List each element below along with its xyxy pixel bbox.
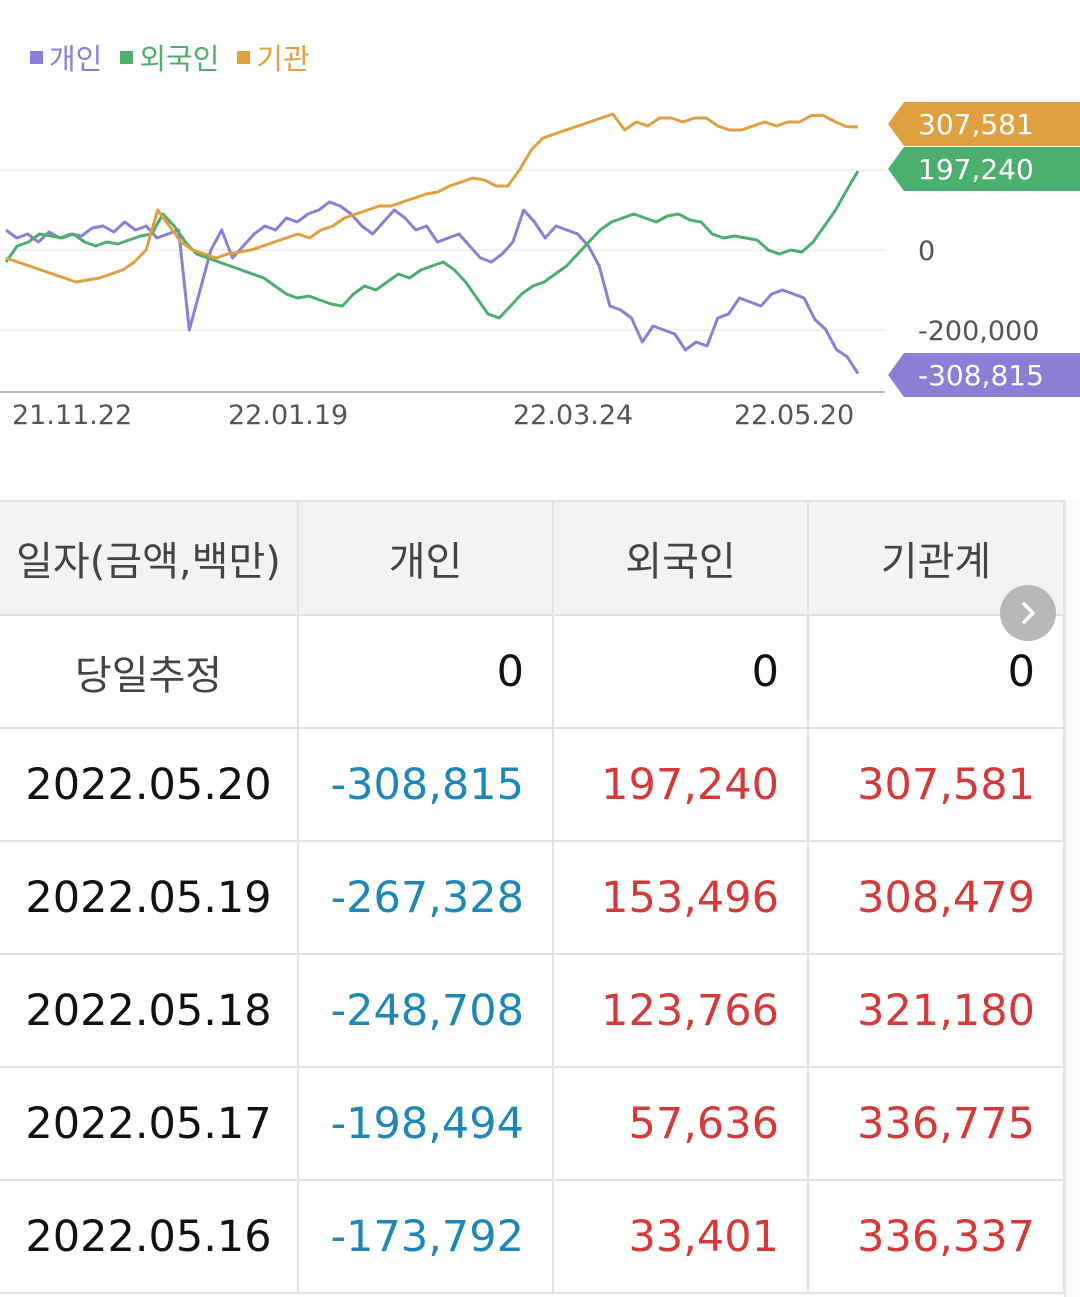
investor-table: 일자(금액,백만) 개인 외국인 기관계 당일추정 0 0 0 2022.05.… bbox=[0, 500, 1065, 1294]
table-header-row: 일자(금액,백만) 개인 외국인 기관계 bbox=[0, 500, 1065, 616]
row-individual: -267,328 bbox=[298, 841, 554, 955]
legend-swatch-foreign bbox=[120, 50, 134, 64]
row-date: 2022.05.18 bbox=[0, 954, 299, 1068]
investor-table-container[interactable]: 일자(금액,백만) 개인 외국인 기관계 당일추정 0 0 0 2022.05.… bbox=[0, 500, 1080, 1297]
legend-item-foreign[interactable]: 외국인 bbox=[120, 36, 219, 78]
end-value-label: 197,240 bbox=[918, 153, 1034, 186]
table-row: 2022.05.18 -248,708 123,766 321,180 bbox=[0, 954, 1065, 1068]
end-value-tag bbox=[888, 353, 1080, 397]
x-tick-label: 22.01.19 bbox=[228, 400, 348, 431]
row-foreign: 197,240 bbox=[553, 728, 809, 842]
chart-svg: 0 -200,000 21.11.22 22.01.19 22.03.24 22.05.2… bbox=[0, 102, 1080, 431]
header-individual: 개인 bbox=[298, 500, 554, 616]
chart-legend: 개인 외국인 기관 bbox=[30, 36, 310, 78]
table-row: 2022.05.16 -173,792 33,401 336,337 bbox=[0, 1180, 1065, 1294]
row-date: 2022.05.20 bbox=[0, 728, 299, 842]
estimate-row: 당일추정 0 0 0 bbox=[0, 615, 1065, 729]
end-value-tag bbox=[888, 102, 1080, 146]
legend-item-individual[interactable]: 개인 bbox=[30, 36, 102, 78]
row-institution: 307,581 bbox=[808, 728, 1065, 842]
estimate-foreign: 0 bbox=[553, 615, 809, 729]
row-date: 2022.05.19 bbox=[0, 841, 299, 955]
row-individual: -308,815 bbox=[298, 728, 554, 842]
series-line-individual bbox=[5, 200, 860, 375]
end-value-label: 307,581 bbox=[918, 108, 1034, 141]
scroll-right-button[interactable] bbox=[1000, 585, 1056, 641]
end-value-label: -308,815 bbox=[918, 359, 1044, 392]
table-row: 2022.05.19 -267,328 153,496 308,479 bbox=[0, 841, 1065, 955]
row-individual: -248,708 bbox=[298, 954, 554, 1068]
row-institution: 321,180 bbox=[808, 954, 1065, 1068]
row-foreign: 123,766 bbox=[553, 954, 809, 1068]
row-foreign: 33,401 bbox=[553, 1180, 809, 1294]
legend-label-individual: 개인 bbox=[49, 42, 103, 76]
x-tick-label: 22.05.20 bbox=[734, 400, 854, 431]
table-row: 2022.05.20 -308,815 197,240 307,581 bbox=[0, 728, 1065, 842]
header-institution: 기관계 bbox=[808, 500, 1065, 616]
series-line-institution bbox=[5, 112, 859, 284]
x-tick-label: 22.03.24 bbox=[513, 400, 633, 431]
row-institution: 308,479 bbox=[808, 841, 1065, 955]
investor-chart: 개인 외국인 기관 0 -200,000 21.11.22 22.01.19 22.03… bbox=[0, 0, 1080, 470]
row-foreign: 57,636 bbox=[553, 1067, 809, 1181]
row-individual: -173,792 bbox=[298, 1180, 554, 1294]
row-institution: 336,337 bbox=[808, 1180, 1065, 1294]
table-row: 2022.05.17 -198,494 57,636 336,775 bbox=[0, 1067, 1065, 1181]
series-line-foreign bbox=[4, 170, 860, 320]
header-date: 일자(금액,백만) bbox=[0, 500, 299, 616]
row-date: 2022.05.16 bbox=[0, 1180, 299, 1294]
legend-label-foreign: 외국인 bbox=[139, 42, 220, 76]
row-foreign: 153,496 bbox=[553, 841, 809, 955]
end-value-tag bbox=[888, 147, 1080, 191]
row-institution: 336,775 bbox=[808, 1067, 1065, 1181]
x-tick-label: 21.11.22 bbox=[12, 400, 132, 431]
header-foreign: 외국인 bbox=[553, 500, 809, 616]
legend-item-institution[interactable]: 기관 bbox=[237, 36, 310, 78]
estimate-label: 당일추정 bbox=[0, 615, 299, 729]
legend-swatch-institution bbox=[237, 50, 251, 64]
legend-label-institution: 기관 bbox=[256, 42, 310, 76]
estimate-individual: 0 bbox=[298, 615, 554, 729]
y-tick-label: 0 bbox=[918, 236, 935, 267]
y-tick-label: -200,000 bbox=[918, 316, 1039, 347]
chevron-right-icon bbox=[1022, 602, 1035, 624]
table-next-column-edge bbox=[1064, 500, 1080, 1297]
row-individual: -198,494 bbox=[298, 1067, 554, 1181]
legend-swatch-individual bbox=[30, 50, 43, 64]
row-date: 2022.05.17 bbox=[0, 1067, 299, 1181]
